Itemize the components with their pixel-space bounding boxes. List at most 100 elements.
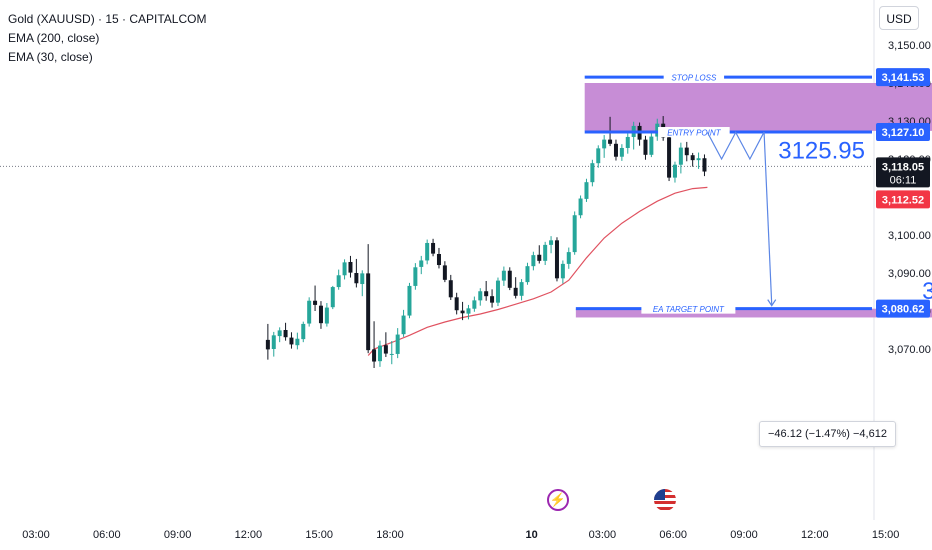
ema-200-indicator[interactable]: EMA (200, close)	[8, 31, 100, 45]
candle[interactable]	[466, 304, 471, 320]
candle[interactable]	[289, 332, 294, 349]
candle[interactable]	[549, 236, 554, 254]
candle[interactable]	[560, 260, 565, 284]
candle[interactable]	[501, 266, 506, 286]
candle[interactable]	[513, 277, 518, 299]
candle[interactable]	[690, 152, 695, 167]
candle[interactable]	[525, 262, 530, 285]
candle[interactable]	[602, 135, 607, 158]
candle-body	[513, 287, 518, 296]
candle[interactable]	[436, 247, 441, 269]
candle[interactable]	[360, 270, 365, 297]
candle[interactable]	[401, 309, 406, 337]
candle[interactable]	[531, 251, 536, 271]
candle[interactable]	[566, 247, 571, 269]
candle[interactable]	[596, 145, 601, 168]
x-tick-label: 12:00	[235, 529, 263, 541]
candle[interactable]	[295, 332, 300, 350]
candle[interactable]	[395, 328, 400, 359]
candle[interactable]	[478, 288, 483, 306]
candle[interactable]	[366, 244, 371, 354]
candle[interactable]	[342, 259, 347, 280]
target-zone	[575, 308, 932, 318]
candle[interactable]	[265, 323, 270, 360]
candle[interactable]	[307, 297, 312, 327]
candle[interactable]	[484, 280, 489, 301]
candle[interactable]	[383, 332, 388, 357]
candle[interactable]	[619, 144, 624, 161]
candle-body	[372, 349, 377, 362]
candle[interactable]	[283, 322, 288, 341]
candle[interactable]	[318, 301, 323, 329]
candle[interactable]	[454, 292, 459, 315]
candle[interactable]	[537, 245, 542, 264]
candle-body	[324, 307, 329, 324]
candle[interactable]	[572, 211, 577, 255]
candle[interactable]	[696, 152, 701, 169]
candle-body	[466, 308, 471, 314]
us-flag-event-icon[interactable]	[654, 489, 676, 511]
candle[interactable]	[419, 255, 424, 275]
candle[interactable]	[637, 122, 642, 146]
entry-value-annotation: 3125.95	[778, 138, 865, 165]
candle[interactable]	[495, 277, 500, 307]
candle-body	[490, 296, 495, 303]
ema-30-indicator[interactable]: EMA (30, close)	[8, 50, 93, 64]
candle[interactable]	[271, 331, 276, 357]
candle-body	[407, 285, 412, 316]
candle[interactable]	[667, 132, 672, 182]
level-label: STOP LOSS	[671, 74, 717, 83]
candle[interactable]	[507, 267, 512, 291]
level-label-bg	[641, 303, 736, 314]
candle[interactable]	[442, 261, 447, 283]
level-price-label: 3,080.62	[882, 304, 925, 316]
candle[interactable]	[554, 237, 559, 282]
candle[interactable]	[330, 285, 335, 310]
candle[interactable]	[649, 132, 654, 158]
candle-body	[454, 297, 459, 311]
candle[interactable]	[372, 321, 377, 368]
candle[interactable]	[578, 195, 583, 219]
ema-layer	[367, 186, 708, 356]
candle-body	[578, 198, 583, 216]
candle[interactable]	[643, 135, 648, 160]
candle[interactable]	[584, 178, 589, 202]
ema-price-label: 3,112.52	[882, 194, 924, 206]
candle-body	[265, 339, 270, 350]
candle[interactable]	[448, 274, 453, 300]
candle[interactable]	[301, 321, 306, 343]
candle[interactable]	[672, 161, 677, 183]
candle-body	[448, 280, 453, 298]
candle[interactable]	[407, 282, 412, 319]
candle[interactable]	[348, 255, 353, 278]
candle[interactable]	[490, 289, 495, 308]
candle[interactable]	[324, 303, 329, 327]
candle[interactable]	[519, 279, 524, 301]
candle-body	[608, 139, 613, 144]
candle[interactable]	[472, 296, 477, 312]
candle[interactable]	[613, 139, 618, 161]
candle[interactable]	[277, 327, 282, 343]
candle[interactable]	[460, 301, 465, 321]
candle[interactable]	[655, 118, 660, 141]
candle[interactable]	[413, 263, 418, 290]
candle[interactable]	[678, 142, 683, 174]
x-tick-label: 18:00	[376, 529, 404, 541]
candle[interactable]	[336, 269, 341, 290]
candle[interactable]	[590, 159, 595, 187]
candle[interactable]	[543, 241, 548, 266]
candle[interactable]	[354, 258, 359, 288]
last-price-label: 3,118.05	[882, 161, 924, 173]
candle[interactable]	[431, 238, 436, 257]
flash-event-icon[interactable]: ⚡	[547, 489, 569, 511]
currency-button[interactable]: USD	[879, 6, 919, 30]
candle[interactable]	[389, 341, 394, 365]
candle[interactable]	[425, 239, 430, 265]
candle[interactable]	[313, 285, 318, 311]
candle[interactable]	[625, 133, 630, 154]
symbol-title[interactable]: Gold (XAUUSD) · 15 · CAPITALCOM	[8, 12, 207, 26]
candle[interactable]	[377, 340, 382, 367]
candle[interactable]	[684, 141, 689, 162]
candle[interactable]	[702, 154, 707, 177]
